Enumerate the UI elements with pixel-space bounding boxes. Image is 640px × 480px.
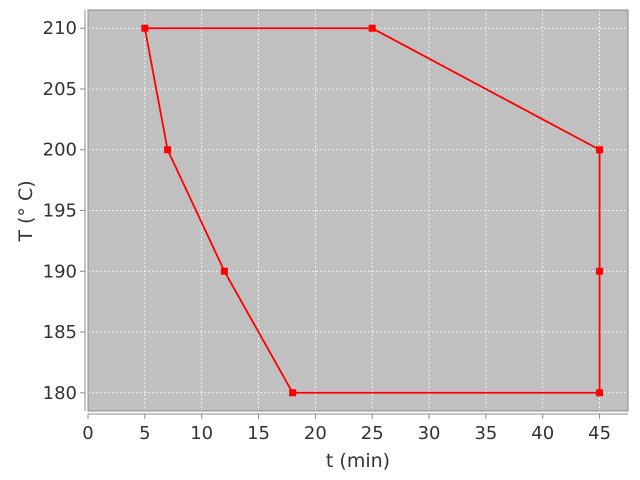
x-tick-label: 0 xyxy=(82,423,93,444)
x-tick-label: 45 xyxy=(588,423,611,444)
data-point xyxy=(164,146,172,154)
y-tick-label: 210 xyxy=(43,18,77,39)
y-tick-label: 195 xyxy=(43,201,77,222)
x-axis-title: t (min) xyxy=(326,450,390,472)
data-point xyxy=(289,389,297,397)
data-point xyxy=(596,267,604,275)
plot-border xyxy=(87,9,629,412)
x-tick-label: 15 xyxy=(247,423,270,444)
data-point xyxy=(368,24,376,32)
y-tick-label: 200 xyxy=(43,140,77,161)
x-tick-label: 40 xyxy=(531,423,554,444)
x-tick-label: 30 xyxy=(418,423,441,444)
data-point xyxy=(596,389,604,397)
data-point xyxy=(220,267,228,275)
data-point xyxy=(596,146,604,154)
data-point xyxy=(141,24,149,32)
y-axis-title: T (° C) xyxy=(15,180,37,242)
x-tick-label: 35 xyxy=(474,423,497,444)
y-tick-label: 185 xyxy=(43,322,77,343)
x-tick-label: 25 xyxy=(361,423,384,444)
y-tick-label: 190 xyxy=(43,261,77,282)
y-axis-ticks: 180 185 190 195 200 205 210 xyxy=(43,18,85,404)
x-tick-label: 20 xyxy=(304,423,327,444)
x-tick-label: 10 xyxy=(190,423,213,444)
series-group xyxy=(141,24,604,397)
x-tick-label: 5 xyxy=(139,423,150,444)
y-tick-label: 205 xyxy=(43,79,77,100)
x-axis-ticks: 0 5 10 15 20 25 30 35 40 45 xyxy=(82,414,611,444)
y-tick-label: 180 xyxy=(43,383,77,404)
